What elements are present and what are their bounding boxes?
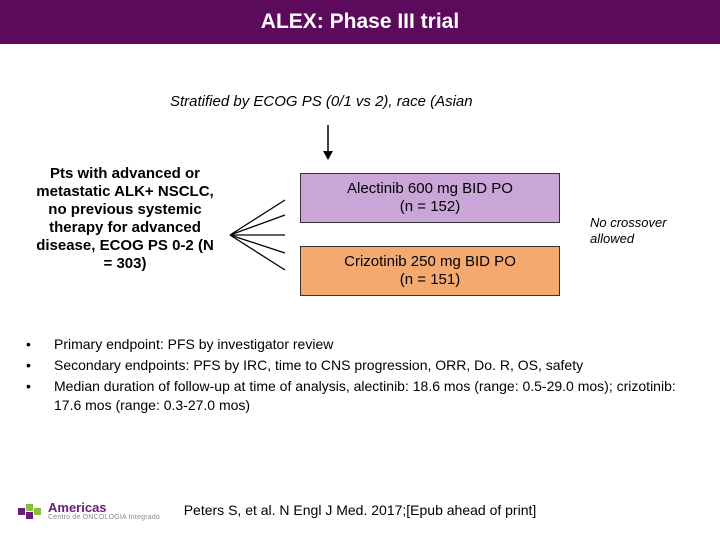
population-box: Pts with advanced or metastatic ALK+ NSC… [30, 165, 220, 273]
slide-title: ALEX: Phase III trial [0, 0, 720, 44]
bullet-text: Primary endpoint: PFS by investigator re… [54, 335, 700, 354]
endpoint-bullets: • Primary endpoint: PFS by investigator … [20, 335, 700, 417]
arrow-down-icon [320, 125, 336, 161]
arm-crizotinib-n: (n = 151) [400, 271, 460, 288]
list-item: • Primary endpoint: PFS by investigator … [20, 335, 700, 354]
randomization-branch-icon [225, 195, 295, 280]
list-item: • Secondary endpoints: PFS by IRC, time … [20, 356, 700, 375]
citation: Peters S, et al. N Engl J Med. 2017;[Epu… [0, 502, 720, 518]
bullet-text: Secondary endpoints: PFS by IRC, time to… [54, 356, 700, 375]
arm-alectinib-n: (n = 152) [400, 198, 460, 215]
arm-alectinib-drug: Alectinib 600 mg BID PO [347, 180, 513, 197]
bullet-icon: • [20, 377, 54, 415]
bullet-icon: • [20, 335, 54, 354]
bullet-text: Median duration of follow-up at time of … [54, 377, 700, 415]
stratification-text: Stratified by ECOG PS (0/1 vs 2), race (… [170, 93, 473, 110]
bullet-icon: • [20, 356, 54, 375]
arm-alectinib: Alectinib 600 mg BID PO (n = 152) [300, 173, 560, 223]
arm-crizotinib-drug: Crizotinib 250 mg BID PO [344, 253, 516, 270]
list-item: • Median duration of follow-up at time o… [20, 377, 700, 415]
no-crossover-note: No crossover allowed [590, 215, 700, 246]
arm-crizotinib: Crizotinib 250 mg BID PO (n = 151) [300, 246, 560, 296]
